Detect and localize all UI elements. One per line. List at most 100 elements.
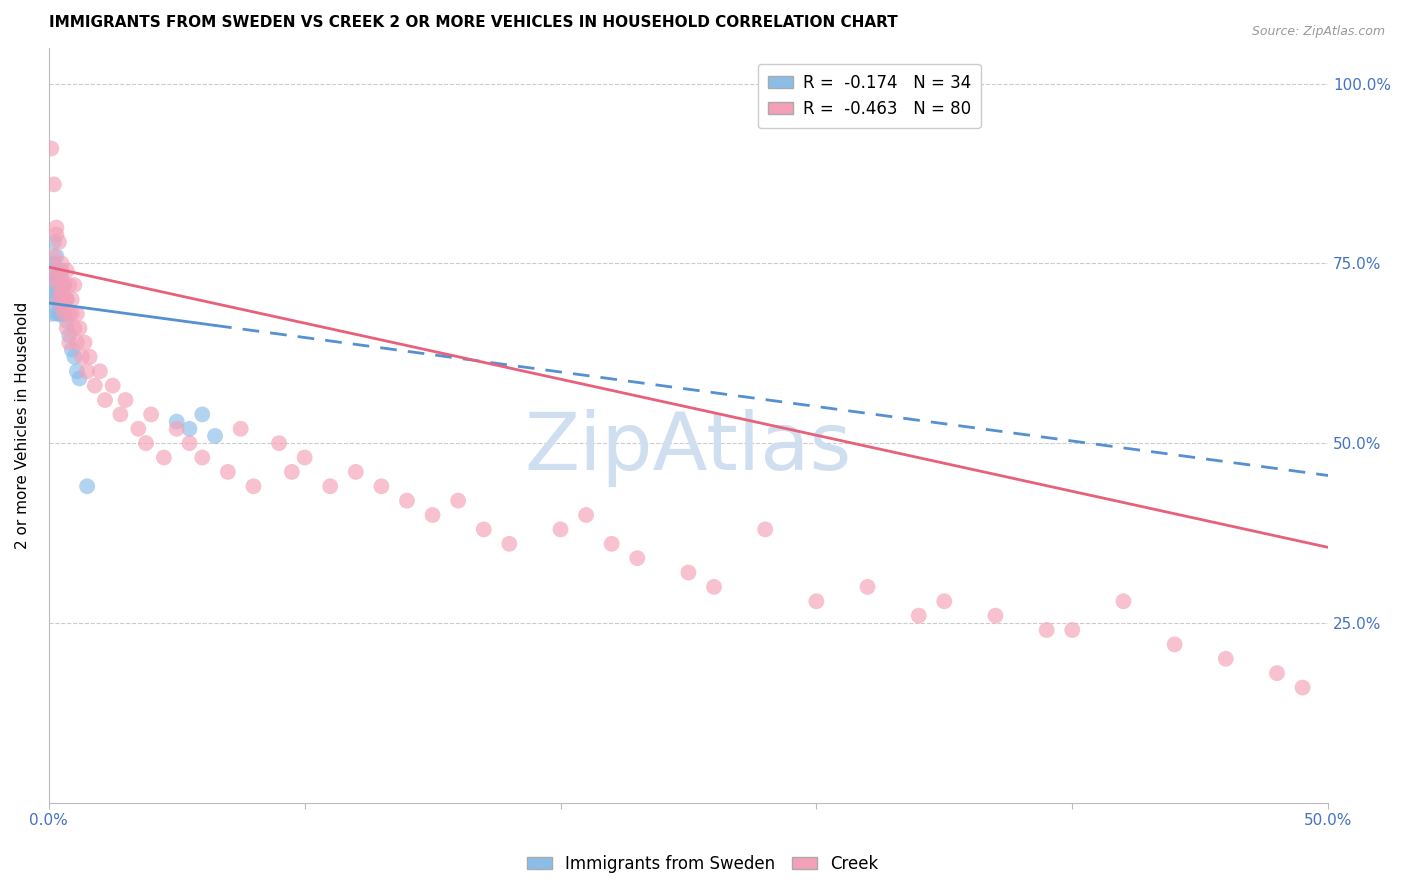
Point [45, 270, 67, 285]
Point [370, 479, 392, 493]
Point [1112, 594, 1135, 608]
Point [53, 307, 76, 321]
Point [1265, 666, 1288, 681]
Point [600, 537, 623, 551]
Point [63, 350, 86, 364]
Point [42, 235, 65, 249]
Point [856, 580, 879, 594]
Point [55, 321, 77, 335]
Point [204, 429, 226, 443]
Point [53, 293, 76, 307]
Text: IMMIGRANTS FROM SWEDEN VS CREEK 2 OR MORE VEHICLES IN HOUSEHOLD CORRELATION CHAR: IMMIGRANTS FROM SWEDEN VS CREEK 2 OR MOR… [49, 15, 897, 30]
Point [344, 465, 367, 479]
Point [575, 508, 598, 522]
Point [51, 285, 73, 300]
Point [294, 450, 316, 465]
Point [907, 608, 929, 623]
Point [76, 364, 98, 378]
Point [76, 479, 98, 493]
Point [139, 408, 162, 422]
Point [42, 249, 65, 263]
Point [45, 293, 67, 307]
Point [191, 408, 214, 422]
Point [60, 307, 83, 321]
Point [678, 566, 700, 580]
Point [39, 307, 62, 321]
Point [447, 493, 470, 508]
Point [42, 278, 65, 293]
Point [89, 364, 111, 378]
Point [60, 343, 83, 357]
Point [45, 227, 67, 242]
Point [63, 321, 86, 335]
Point [39, 141, 62, 155]
Point [550, 522, 572, 536]
Point [42, 256, 65, 270]
Point [319, 479, 342, 493]
Point [66, 335, 89, 350]
Point [48, 293, 70, 307]
Point [166, 415, 188, 429]
Point [135, 436, 157, 450]
Point [53, 278, 76, 293]
Point [1062, 623, 1084, 637]
Point [934, 594, 956, 608]
Point [51, 300, 73, 314]
Point [39, 278, 62, 293]
Point [42, 178, 65, 192]
Point [281, 465, 304, 479]
Point [101, 378, 124, 392]
Point [153, 450, 176, 465]
Point [73, 335, 96, 350]
Point [69, 371, 91, 385]
Point [66, 364, 89, 378]
Point [1291, 681, 1313, 695]
Legend: R =  -0.174   N = 34, R =  -0.463   N = 80: R = -0.174 N = 34, R = -0.463 N = 80 [758, 63, 981, 128]
Point [166, 422, 188, 436]
Point [703, 580, 725, 594]
Point [53, 278, 76, 293]
Point [395, 493, 418, 508]
Point [45, 220, 67, 235]
Point [48, 293, 70, 307]
Point [39, 263, 62, 277]
Point [51, 270, 73, 285]
Point [55, 263, 77, 277]
Point [53, 293, 76, 307]
Point [48, 278, 70, 293]
Point [48, 307, 70, 321]
Text: Source: ZipAtlas.com: Source: ZipAtlas.com [1251, 25, 1385, 38]
Point [79, 350, 101, 364]
Point [83, 378, 105, 392]
Point [45, 263, 67, 277]
Point [66, 307, 89, 321]
Point [70, 350, 93, 364]
Point [127, 422, 149, 436]
Point [229, 422, 252, 436]
Point [60, 293, 83, 307]
Point [58, 307, 80, 321]
Y-axis label: 2 or more Vehicles in Household: 2 or more Vehicles in Household [15, 301, 30, 549]
Legend: Immigrants from Sweden, Creek: Immigrants from Sweden, Creek [520, 848, 886, 880]
Point [51, 263, 73, 277]
Point [48, 235, 70, 249]
Point [217, 465, 239, 479]
Point [114, 392, 136, 407]
Point [55, 293, 77, 307]
Point [58, 278, 80, 293]
Point [754, 522, 776, 536]
Point [267, 436, 290, 450]
Point [242, 479, 264, 493]
Point [53, 307, 76, 321]
Point [1215, 652, 1237, 666]
Point [94, 392, 117, 407]
Point [422, 508, 444, 522]
Point [51, 278, 73, 293]
Point [806, 594, 828, 608]
Point [39, 270, 62, 285]
Point [55, 314, 77, 328]
Point [179, 436, 201, 450]
Point [48, 278, 70, 293]
Point [45, 285, 67, 300]
Point [472, 522, 495, 536]
